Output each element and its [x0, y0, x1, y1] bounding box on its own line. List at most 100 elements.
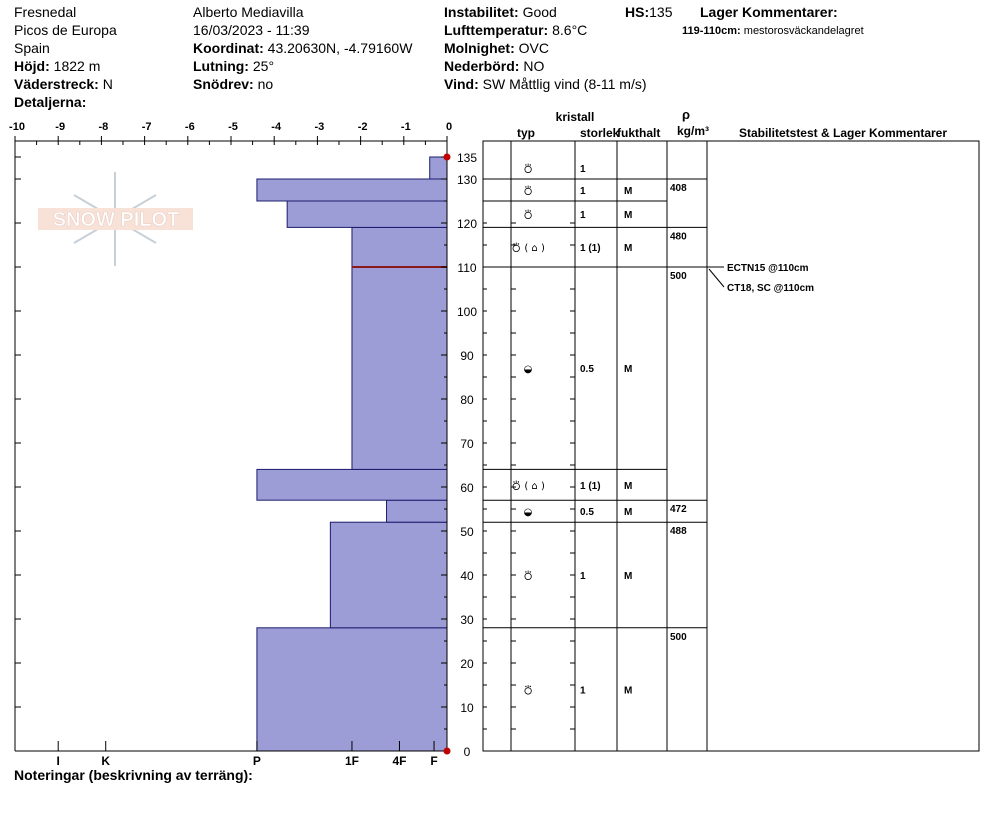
drift-label: Snödrev: — [193, 76, 254, 92]
hs-value: 135 — [649, 4, 673, 20]
airtemp-value: 8.6°C — [552, 22, 588, 38]
density-3: 480 — [670, 231, 687, 242]
precip-row: Nederbörd: NO — [444, 57, 544, 75]
top-tick-label-5: -5 — [228, 121, 238, 133]
moisture-1: M — [624, 186, 632, 197]
region: Picos de Europa — [14, 22, 117, 38]
coord-row: Koordinat: 43.20630N, -4.79160W — [193, 39, 412, 57]
precip-value: NO — [523, 58, 545, 74]
cloud-row: Molnighet: OVC — [444, 39, 549, 57]
crystal-size-4: 0.5 — [580, 364, 594, 375]
crystal-type-1: ⛣ — [523, 186, 533, 197]
density-4: 500 — [670, 271, 687, 282]
density-1: 408 — [670, 183, 687, 194]
crystal-type-4: ◒ — [524, 364, 533, 375]
aspect-row: Väderstreck: N — [14, 75, 113, 93]
hardness-bar-1 — [329, 521, 448, 629]
crystal-type-2: ⛣ — [523, 210, 533, 221]
crystal-size-1: 1 — [580, 186, 586, 197]
header-crystal: kristall — [556, 110, 595, 124]
moisture-8: M — [624, 685, 632, 696]
hardness-bar-6 — [256, 178, 448, 202]
slope-value: 25° — [252, 58, 275, 74]
moisture-2: M — [624, 210, 632, 221]
hardness-bar-7 — [429, 156, 448, 180]
header-stability: Stabilitetstest & Lager Kommentarer — [739, 126, 947, 140]
snow-surface-marker — [443, 153, 451, 161]
hs-label: HS: — [625, 4, 650, 20]
country: Spain — [14, 40, 50, 56]
instability-label: Instabilitet: — [444, 4, 519, 20]
height-tick-label-6: 60 — [460, 481, 474, 495]
moisture-3: M — [624, 243, 632, 254]
top-tick-label-3: -7 — [142, 121, 152, 133]
coord-value: 43.20630N, -4.79160W — [267, 40, 413, 56]
elevation-label: Höjd: — [14, 58, 50, 74]
crystal-size-7: 1 — [580, 571, 586, 582]
table-border — [482, 140, 980, 752]
elevation-row: Höjd: 1822 m — [14, 57, 100, 75]
layer-comment-text: mestorosväckandelagret — [743, 25, 864, 37]
header-density-unit: kg/m³ — [677, 124, 709, 138]
wind-label: Vind: — [444, 76, 479, 92]
airtemp-row: Lufttemperatur: 8.6°C — [444, 21, 587, 39]
height-tick-label-5: 50 — [460, 525, 474, 539]
airtemp-label: Lufttemperatur: — [444, 22, 549, 38]
moisture-5: M — [624, 481, 632, 492]
elevation-value: 1822 m — [53, 58, 101, 74]
wind-row: Vind: SW Måttlig vind (8-11 m/s) — [444, 75, 647, 93]
datetime: 16/03/2023 - 11:39 — [193, 22, 310, 38]
drift-row: Snödrev: no — [193, 75, 273, 93]
crystal-size-2: 1 — [580, 210, 586, 221]
crystal-size-6: 0.5 — [580, 507, 594, 518]
slope-row: Lutning: 25° — [193, 57, 274, 75]
height-tick-label-8: 80 — [460, 393, 474, 407]
top-tick-label-1: -9 — [55, 121, 65, 133]
crystal-size-5: 1 (1) — [580, 481, 601, 492]
snowpilot-logo: SNOW PILOT — [38, 172, 193, 266]
top-tick-label-8: -2 — [358, 121, 368, 133]
top-tick-label-7: -3 — [315, 121, 325, 133]
hardness-bar-2 — [386, 499, 448, 523]
wind-value: SW Måttlig vind (8-11 m/s) — [482, 76, 647, 92]
height-tick-label-9: 90 — [460, 349, 474, 363]
height-tick-label-2: 20 — [460, 657, 474, 671]
top-tick-label-9: -1 — [401, 121, 411, 133]
height-tick-label-1: 10 — [460, 701, 474, 715]
layer-comments-title: Lager Kommentarer: — [700, 4, 838, 20]
cloud-label: Molnighet: — [444, 40, 515, 56]
top-tick-label-2: -8 — [99, 121, 109, 133]
top-tick-label-6: -4 — [271, 121, 282, 133]
height-tick-label-0: 0 — [464, 745, 471, 759]
bottom-tick-label-5: F — [430, 754, 437, 768]
crystal-type-3: ⛣ ( ⌂ ) — [511, 243, 545, 254]
header-size: storlek — [580, 126, 620, 140]
moisture-6: M — [624, 507, 632, 518]
notes-label: Noteringar (beskrivning av terräng): — [14, 767, 253, 783]
crystal-type-7: ⛣ — [523, 571, 533, 582]
height-tick-label-7: 70 — [460, 437, 474, 451]
layer-comment-range: 119-110cm: — [682, 25, 741, 37]
instability-row: Instabilitet: Good — [444, 3, 557, 21]
header-type: typ — [517, 126, 535, 140]
top-tick-label-4: -6 — [185, 121, 195, 133]
svg-text:SNOW PILOT: SNOW PILOT — [53, 209, 180, 231]
height-tick-label-13: 130 — [457, 173, 477, 187]
top-tick-label-10: 0 — [446, 121, 452, 133]
ground-marker — [443, 747, 451, 755]
coord-label: Koordinat: — [193, 40, 264, 56]
crystal-size-8: 1 — [580, 685, 586, 696]
hardness-bar-0 — [256, 627, 448, 752]
moisture-7: M — [624, 571, 632, 582]
details-row: Detaljerna: — [14, 93, 86, 111]
height-tick-label-3: 30 — [460, 613, 474, 627]
header-rho: ρ — [682, 107, 690, 122]
bottom-tick-label-1: K — [101, 754, 110, 768]
moisture-4: M — [624, 364, 632, 375]
header-moisture: fukthalt — [617, 126, 660, 140]
crystal-type-8: ⛣ — [523, 685, 533, 696]
hardness-bar-3 — [256, 468, 448, 501]
test-pointer-line-1 — [708, 268, 725, 288]
hardness-bar-5 — [286, 200, 448, 228]
